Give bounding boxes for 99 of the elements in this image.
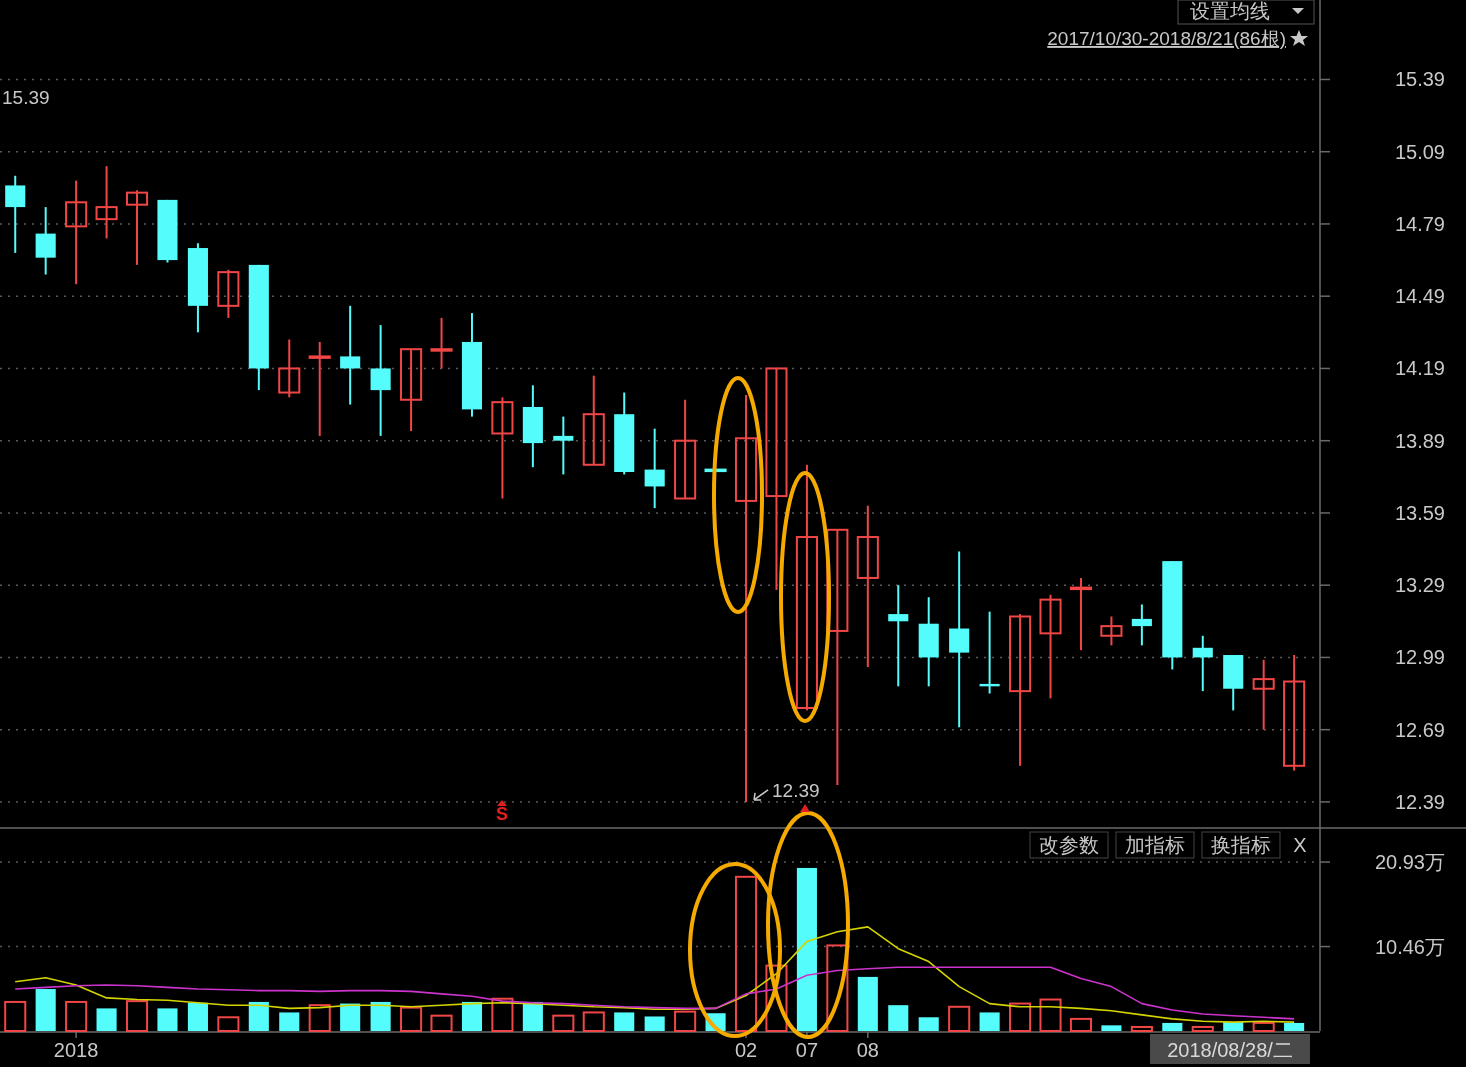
- candlestick: [856, 504, 879, 669]
- y-tick-label: 14.19: [1394, 357, 1445, 380]
- annotation: 加指标: [1125, 834, 1185, 856]
- bar: [888, 1005, 909, 1031]
- bar: [552, 1014, 575, 1032]
- bar: [461, 1001, 483, 1031]
- y-tick-label: 10.46万: [1374, 935, 1445, 958]
- candlestick: [400, 348, 423, 433]
- bar: [826, 944, 849, 1032]
- bar: [65, 1000, 88, 1032]
- bar: [35, 989, 56, 1031]
- bar: [96, 1008, 117, 1031]
- bar: [157, 1008, 178, 1031]
- bar: [217, 1016, 240, 1032]
- candlestick: [125, 189, 149, 266]
- candlestick: [278, 338, 301, 399]
- annotation: X: [1293, 834, 1307, 856]
- bar: [582, 1011, 605, 1032]
- candlestick: [1283, 654, 1306, 772]
- y-tick-label: 13.59: [1394, 501, 1445, 524]
- bar: [674, 1010, 697, 1032]
- bar: [279, 1012, 300, 1031]
- bar: [1039, 998, 1062, 1032]
- candlestick: [644, 427, 665, 510]
- candlestick: [65, 179, 88, 286]
- y-tick-label: 12.69: [1394, 718, 1445, 741]
- bar: [979, 1012, 1000, 1031]
- y-tick-label: 14.79: [1394, 212, 1445, 235]
- bar: [1069, 1017, 1093, 1032]
- y-tick-label: 13.29: [1394, 574, 1445, 597]
- bar: [4, 1000, 27, 1032]
- text: 2018/08/28/二: [1167, 1039, 1293, 1061]
- y-tick-label: 12.99: [1394, 646, 1445, 669]
- y-tick-label: 13.89: [1394, 429, 1445, 452]
- bar: [918, 1017, 939, 1031]
- candlestick: [491, 396, 514, 500]
- bar: [765, 964, 788, 1032]
- y-tick-label: 15.39: [1394, 68, 1445, 91]
- y-tick-label: 12.39: [1394, 790, 1445, 813]
- candlestick: [795, 463, 818, 712]
- bar: [644, 1016, 665, 1031]
- candlestick: [1039, 593, 1062, 700]
- annotation: 改参数: [1039, 834, 1099, 856]
- y-tick-label: 20.93万: [1374, 851, 1445, 874]
- bar: [734, 875, 758, 1032]
- annotation: 15.39: [2, 87, 50, 108]
- annotation: 换指标: [1211, 834, 1271, 856]
- x-tick-label: 02: [734, 1039, 758, 1061]
- bar: [1162, 1022, 1183, 1031]
- candlestick: [95, 165, 118, 240]
- bar: [370, 1001, 391, 1031]
- candlestick: [217, 268, 240, 319]
- bar: [1101, 1025, 1122, 1031]
- candlestick: [5, 174, 26, 254]
- candlestick: [674, 398, 697, 500]
- annotation: 设置均线: [1190, 0, 1270, 22]
- bar: [400, 1006, 423, 1032]
- bar: [1191, 1025, 1214, 1032]
- bar: [1009, 1002, 1032, 1032]
- candlestick: [765, 367, 788, 591]
- x-tick-label: 2018: [53, 1039, 99, 1061]
- y-tick-label: 15.09: [1394, 140, 1445, 163]
- candlestick: [1009, 613, 1032, 767]
- candlestick: [949, 550, 970, 729]
- candlestick: [582, 374, 605, 466]
- candlestick: [370, 324, 391, 437]
- line-series: [14, 926, 1295, 1023]
- x-tick-label: 07: [795, 1039, 819, 1061]
- candlestick: [340, 304, 361, 406]
- bar: [522, 1001, 543, 1031]
- bar: [1252, 1021, 1275, 1032]
- bar: [614, 1012, 635, 1031]
- bar: [796, 867, 817, 1031]
- candlestick: [1131, 603, 1152, 647]
- bar: [125, 1000, 149, 1032]
- x-tick-label: 08: [856, 1039, 879, 1061]
- bar: [248, 1001, 269, 1031]
- candlestick: [308, 340, 331, 437]
- y-tick-label: 14.49: [1394, 285, 1445, 308]
- candlestick: [1192, 634, 1213, 693]
- line-series: [14, 966, 1295, 1020]
- candlestick: [1100, 615, 1123, 647]
- bar: [1130, 1025, 1153, 1032]
- candlestick: [553, 415, 574, 476]
- annotation: 12.39: [772, 779, 820, 801]
- bar: [857, 976, 878, 1031]
- bar: [948, 1005, 971, 1032]
- bar: [1284, 1022, 1305, 1031]
- candlestick: [1069, 576, 1093, 652]
- annotation: 2017/10/30-2018/8/21(86根): [1047, 28, 1286, 49]
- bar: [430, 1014, 453, 1032]
- bar: [308, 1004, 331, 1032]
- candlestick: [1252, 658, 1275, 731]
- bar: [187, 1002, 208, 1031]
- annotation: S: [495, 804, 509, 824]
- candlestick: [430, 316, 453, 370]
- candlestick: [888, 584, 909, 688]
- bar: [340, 1003, 361, 1031]
- bar: [491, 997, 514, 1032]
